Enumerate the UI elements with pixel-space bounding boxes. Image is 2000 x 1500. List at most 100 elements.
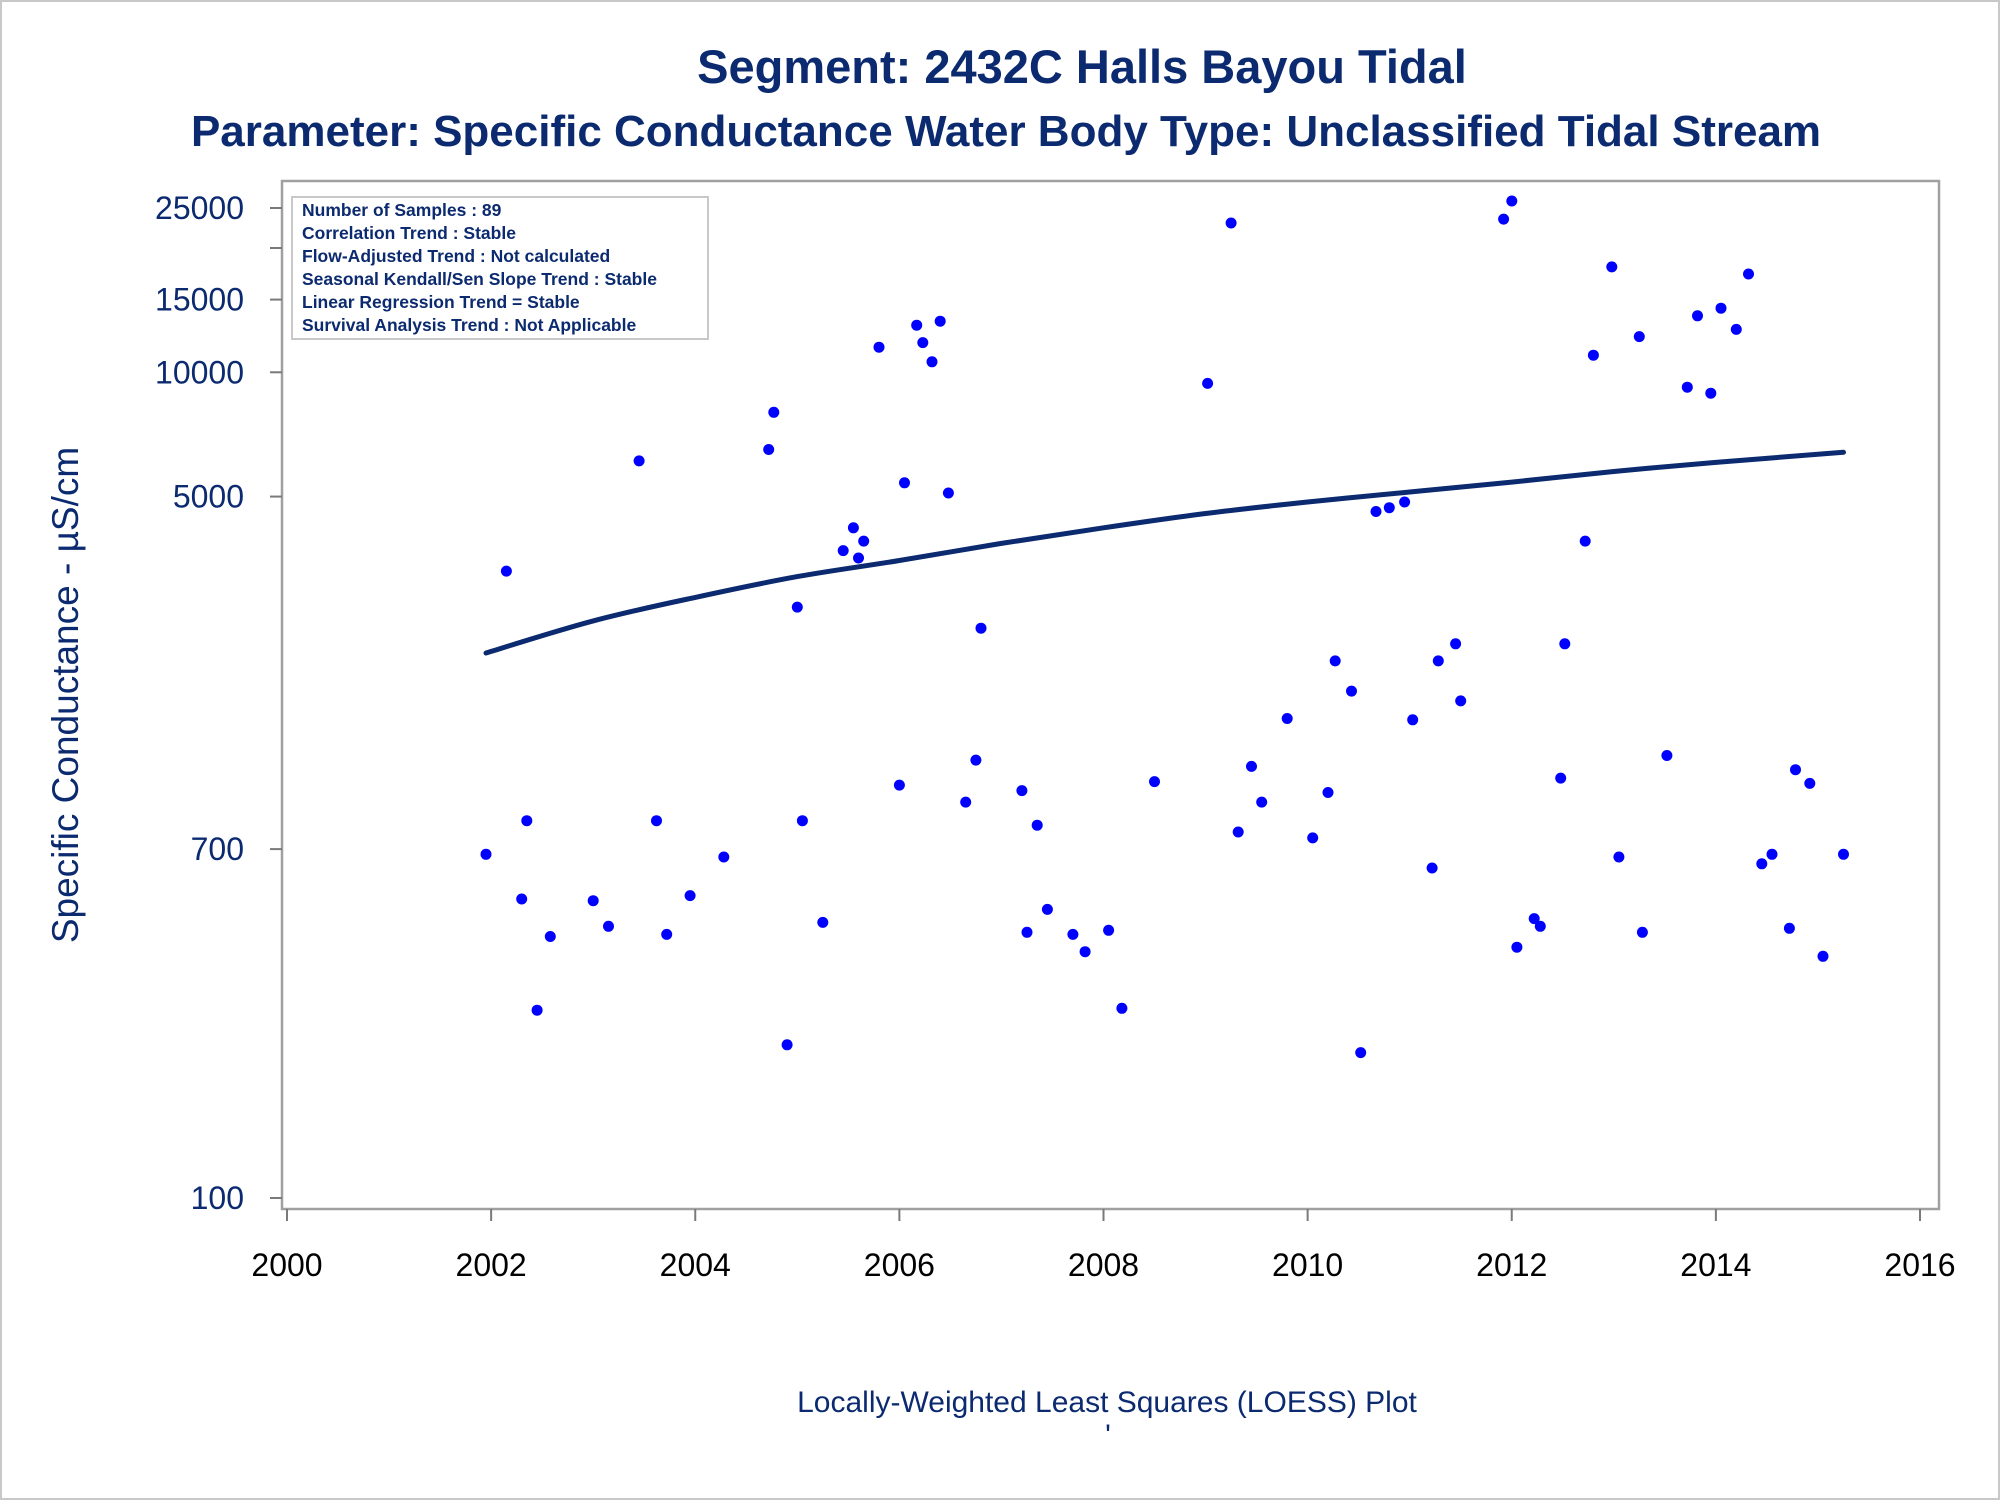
x-tick-label: 2014 (1680, 1247, 1751, 1283)
data-point (1031, 819, 1043, 831)
data-point (1329, 655, 1341, 667)
data-point (817, 916, 829, 928)
data-point (1766, 848, 1778, 860)
data-point (1613, 851, 1625, 863)
data-point (1606, 261, 1618, 273)
y-axis-label: Specific Conductance - µS/cm (45, 447, 86, 943)
data-point (1103, 924, 1115, 936)
data-point (1817, 950, 1829, 962)
data-point (781, 1039, 793, 1051)
data-point (1661, 750, 1673, 761)
data-point (1399, 496, 1411, 508)
x-tick-label: 2016 (1884, 1247, 1955, 1283)
data-point (975, 622, 987, 634)
stats-line: Flow-Adjusted Trend : Not calculated (302, 246, 610, 266)
plot-area (280, 179, 1941, 1211)
x-tick-label: 2000 (251, 1247, 322, 1283)
stats-line: Survival Analysis Trend : Not Applicable (302, 315, 636, 335)
data-point (1559, 638, 1571, 650)
stats-line: Linear Regression Trend = Stable (302, 292, 580, 312)
data-point (763, 444, 775, 455)
data-point (1225, 217, 1237, 229)
y-tick-label: 700 (191, 831, 244, 867)
data-point (796, 815, 808, 827)
data-point (480, 848, 492, 860)
x-tick-label: 2006 (864, 1247, 935, 1283)
data-point (1281, 713, 1293, 724)
stats-line: Number of Samples : 89 (302, 200, 502, 220)
data-point (942, 487, 954, 499)
data-point (1715, 302, 1727, 314)
data-point (718, 851, 730, 863)
data-point (1756, 858, 1768, 870)
data-point (521, 815, 533, 827)
data-point (1149, 776, 1160, 788)
data-point (1705, 387, 1717, 399)
data-point (1407, 714, 1419, 726)
data-point (1511, 941, 1523, 953)
x-tick-label: 2010 (1272, 1247, 1343, 1283)
x-tick-label: 2002 (456, 1247, 527, 1283)
data-point (1681, 381, 1693, 393)
data-point (603, 920, 614, 932)
y-tick-label: 100 (191, 1180, 244, 1216)
data-point (1498, 213, 1510, 225)
data-point (1692, 310, 1703, 322)
data-point (917, 337, 929, 349)
data-point (853, 552, 864, 564)
data-point (1579, 535, 1591, 547)
y-tick-label: 25000 (155, 190, 244, 226)
x-tick-label: 2008 (1068, 1247, 1139, 1283)
x-tick-label: 2004 (660, 1247, 731, 1283)
y-tick-label: 15000 (155, 282, 244, 318)
data-point (1730, 323, 1742, 335)
data-point (531, 1004, 543, 1016)
stats-line: Correlation Trend : Stable (302, 223, 516, 243)
data-point (1307, 832, 1319, 844)
data-point (516, 893, 528, 905)
stats-box-frame (291, 196, 709, 340)
data-point (1838, 848, 1849, 860)
chart-subtitle: Parameter: Specific Conductance Water Bo… (191, 107, 1821, 156)
data-point (873, 341, 885, 353)
loess-trend-line (483, 449, 1846, 656)
data-point (1636, 926, 1648, 938)
data-point (1804, 777, 1816, 789)
data-point (1355, 1047, 1367, 1059)
data-point (661, 928, 673, 940)
data-point (1370, 506, 1382, 517)
stats-box: Number of Samples : 89 Correlation Trend… (291, 196, 709, 340)
data-point (1067, 928, 1079, 940)
x-axis: 2000 2002 2004 2006 2008 2010 2012 2014 2016 (251, 1209, 1956, 1283)
data-point (1555, 772, 1567, 784)
data-point (858, 535, 870, 547)
chart-title: Segment: 2432C Halls Bayou Tidal (697, 40, 1467, 93)
data-point (791, 601, 803, 613)
data-point (1790, 764, 1801, 776)
data-point (1079, 946, 1091, 958)
data-point (899, 477, 910, 489)
data-point (544, 931, 556, 942)
data-point (651, 815, 662, 827)
x-tick-label: 2012 (1476, 1247, 1547, 1283)
data-point (1783, 922, 1795, 934)
data-point (926, 356, 938, 368)
data-point (960, 796, 972, 808)
data-point (1322, 787, 1334, 798)
data-point (633, 455, 645, 467)
data-point (1246, 760, 1257, 772)
data-point (1455, 695, 1467, 707)
data-point (1743, 268, 1754, 280)
data-point (1256, 796, 1268, 808)
stats-line: Seasonal Kendall/Sen Slope Trend : Stabl… (302, 269, 657, 289)
footnote: Locally-Weighted Least Squares (LOESS) P… (797, 1386, 1417, 1419)
footnote-mark: ' (1105, 1419, 1111, 1452)
data-point (768, 406, 780, 418)
data-point (1534, 920, 1546, 932)
data-point (1232, 826, 1244, 838)
data-point (1016, 785, 1028, 797)
data-point (1587, 349, 1599, 361)
data-point (684, 890, 696, 902)
point-layer (480, 195, 1849, 1059)
